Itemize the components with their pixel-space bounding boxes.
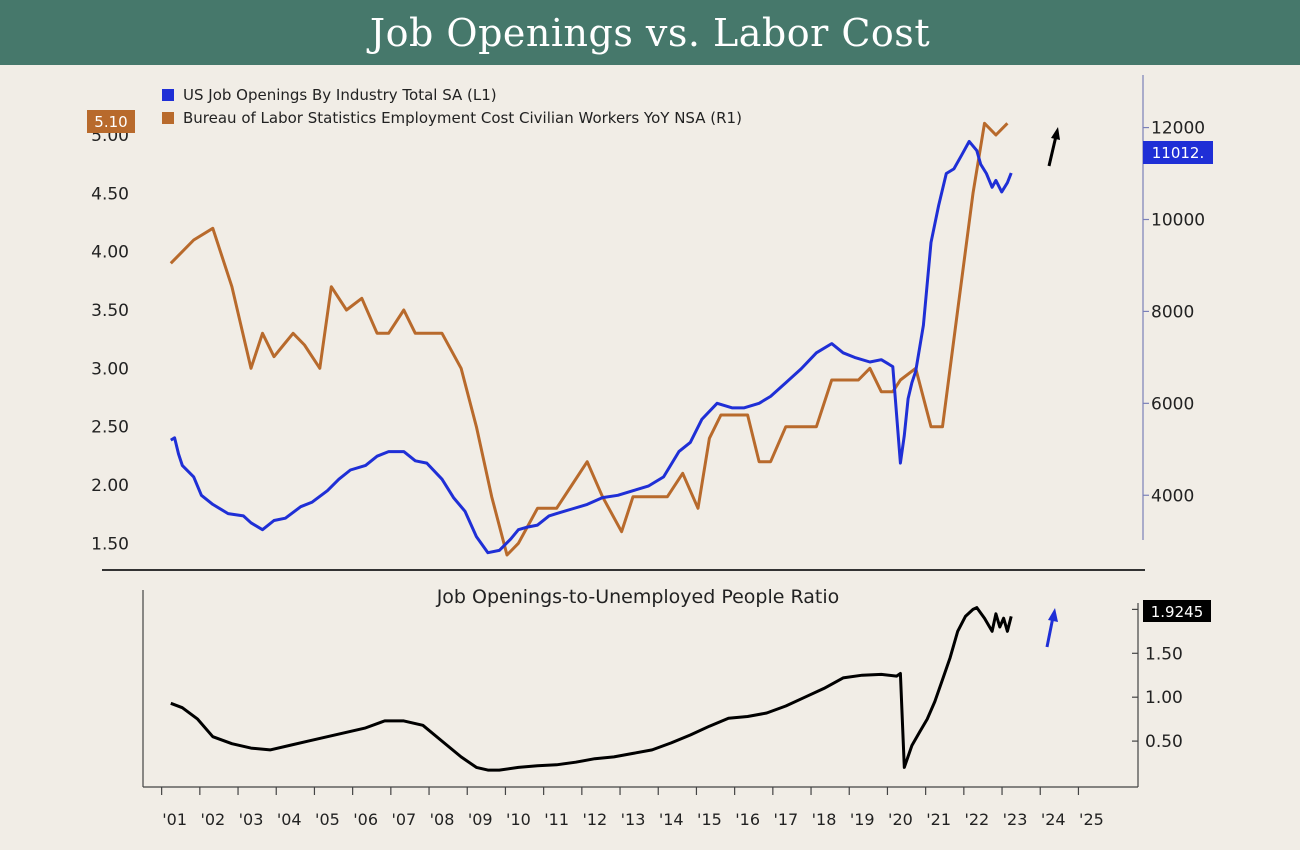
x-tick-label: '24: [1041, 810, 1066, 829]
x-tick-label: '22: [964, 810, 989, 829]
right-tick-label: 6000: [1151, 394, 1194, 414]
series-line-openings: [170, 139, 1013, 555]
legend-swatch-openings: [162, 89, 174, 101]
left-tick-label: 2.00: [91, 476, 129, 496]
left-tick-label: 2.50: [91, 418, 129, 438]
page-title: Job Openings vs. Labor Cost: [369, 10, 931, 55]
chart-area: US Job Openings By Industry Total SA (L1…: [87, 75, 1213, 829]
x-tick-label: '07: [391, 810, 416, 829]
x-tick-label: '14: [659, 810, 684, 829]
left-tick-label: 4.00: [91, 243, 129, 263]
series-line-cost: [169, 121, 1009, 557]
x-tick-label: '23: [1003, 810, 1028, 829]
x-tick-label: '06: [353, 810, 378, 829]
x-tick-label: '03: [239, 810, 264, 829]
last-value-tag-ratio: 1.9245: [1143, 600, 1211, 622]
x-tick-label: '19: [850, 810, 875, 829]
last-value-openings: 11012.: [1152, 144, 1205, 162]
x-tick-label: '01: [162, 810, 187, 829]
left-tick-label: 3.50: [91, 301, 129, 321]
x-tick-label: '04: [277, 810, 302, 829]
ratio-panel-title: Job Openings-to-Unemployed People Ratio: [436, 586, 840, 608]
series-line-ratio: [170, 606, 1013, 772]
ratio-tick-label: 1.00: [1145, 688, 1183, 708]
left-tick-label: 3.00: [91, 359, 129, 379]
top-left-axis: 1.502.002.503.003.504.004.505.00: [91, 126, 129, 554]
right-tick-label: 8000: [1151, 302, 1194, 322]
right-tick-label: 10000: [1151, 210, 1205, 230]
legend-swatch-cost: [162, 112, 174, 124]
left-tick-label: 4.50: [91, 184, 129, 204]
bottom-right-axis: 0.501.001.502.00: [1132, 600, 1183, 752]
right-tick-label: 12000: [1151, 119, 1205, 139]
trend-arrow-up-icon: [1047, 127, 1060, 167]
x-tick-label: '13: [621, 810, 646, 829]
x-tick-label: '08: [430, 810, 455, 829]
x-tick-label: '05: [315, 810, 340, 829]
last-value-ratio: 1.9245: [1151, 603, 1204, 621]
legend: US Job Openings By Industry Total SA (L1…: [162, 86, 742, 127]
x-tick-label: '16: [735, 810, 760, 829]
x-tick-label: '02: [200, 810, 225, 829]
x-tick-label: '12: [582, 810, 607, 829]
last-value-cost: 5.10: [94, 113, 127, 131]
x-tick-label: '25: [1079, 810, 1104, 829]
x-tick-label: '21: [926, 810, 951, 829]
last-value-tag-openings: 11012.: [1143, 141, 1213, 164]
x-tick-label: '11: [544, 810, 569, 829]
last-value-tag-cost: 5.10: [87, 110, 135, 133]
x-tick-label: '18: [812, 810, 837, 829]
ratio-tick-label: 1.50: [1145, 644, 1183, 664]
trend-arrow-up-blue-icon: [1045, 608, 1058, 648]
left-tick-label: 1.50: [91, 534, 129, 554]
legend-label-cost: Bureau of Labor Statistics Employment Co…: [183, 109, 742, 127]
x-tick-label: '20: [888, 810, 913, 829]
legend-label-openings: US Job Openings By Industry Total SA (L1…: [183, 86, 497, 104]
ratio-tick-label: 0.50: [1145, 732, 1183, 752]
top-right-axis: 4000 6000 8000 10000 12000: [1143, 119, 1205, 506]
x-tick-label: '15: [697, 810, 722, 829]
x-tick-label: '17: [773, 810, 798, 829]
x-axis: '01 '02 '03 '04 '05 '06 '07 '08 '09 '10 '11 '12 '13 '…: [161, 787, 1104, 829]
x-tick-label: '10: [506, 810, 531, 829]
title-bar: Job Openings vs. Labor Cost: [0, 0, 1300, 65]
x-tick-label: '09: [468, 810, 493, 829]
right-tick-label: 4000: [1151, 486, 1194, 506]
